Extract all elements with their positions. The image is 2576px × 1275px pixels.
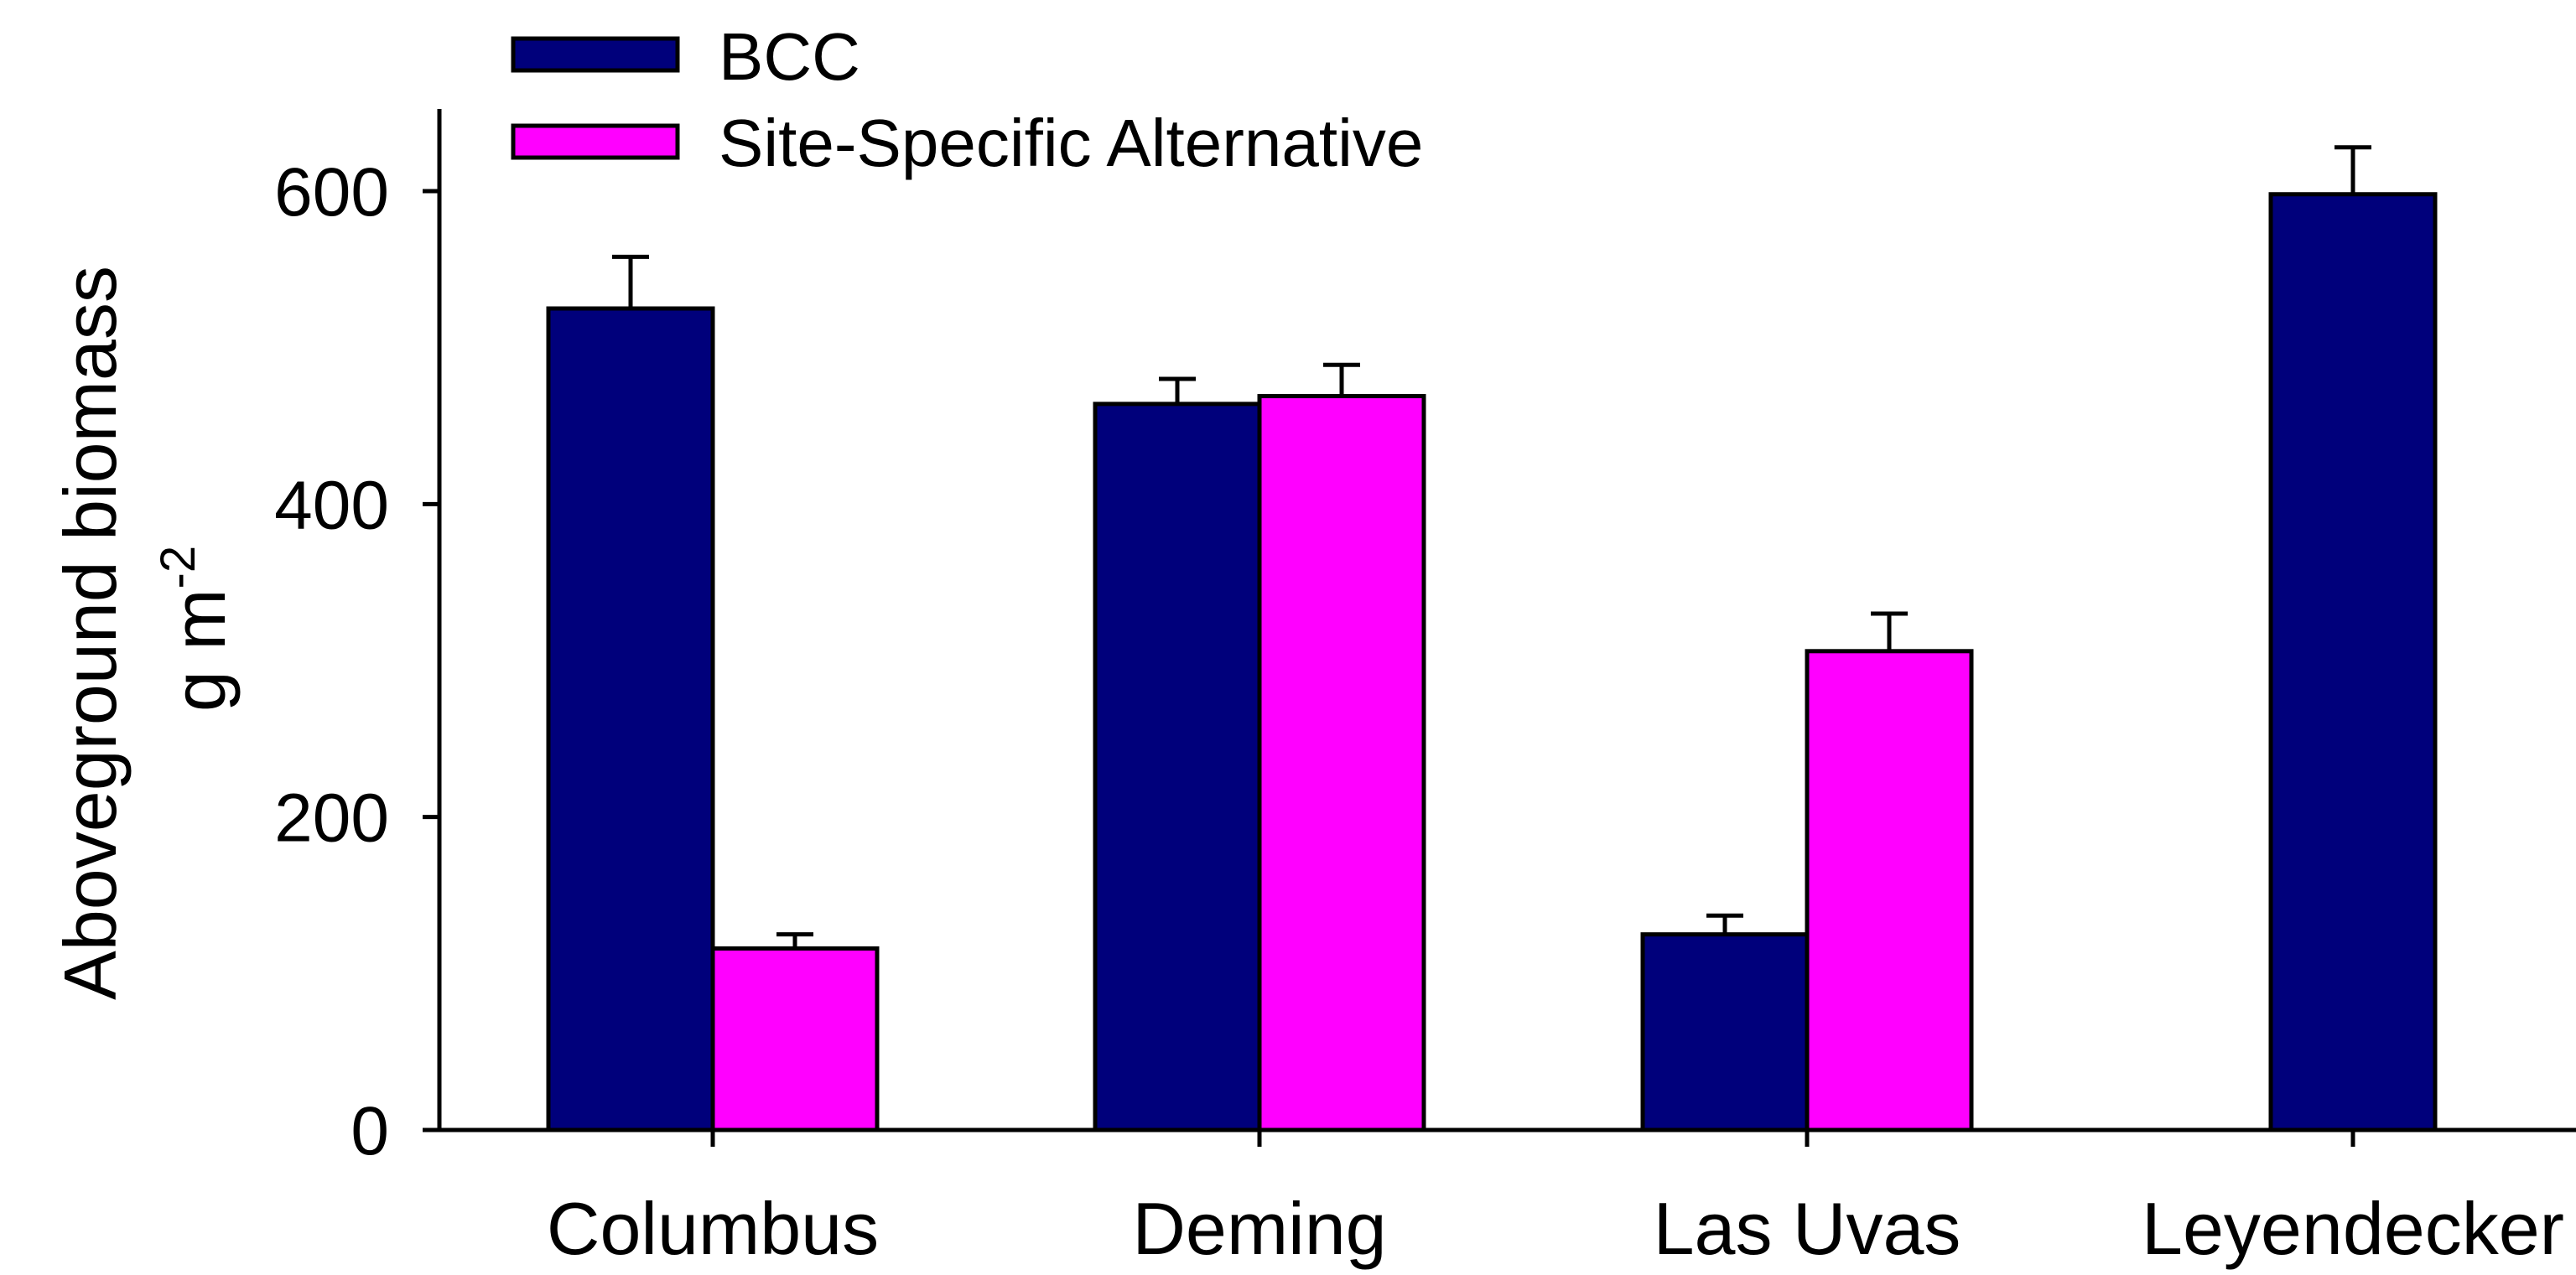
bar-deming-site-specific-alternative (1257, 394, 1426, 1132)
x-tick-label-columbus: Columbus (547, 1187, 879, 1270)
error-bars-layer (612, 145, 2371, 949)
legend-swatch-bcc (511, 36, 680, 73)
x-tick-label-las-uvas: Las Uvas (1654, 1187, 1961, 1270)
bar-columbus-bcc (546, 306, 715, 1132)
bar-las-uvas-bcc (1640, 932, 1810, 1132)
x-ticks-layer: Columbus Deming Las Uvas Leyendecker (547, 1130, 2564, 1270)
bar-columbus-site-specific-alternative (710, 946, 880, 1132)
bar-deming-bcc (1093, 402, 1262, 1132)
y-axis-unit-superscript: -2 (151, 546, 205, 589)
x-tick-label-leyendecker: Leyendecker (2142, 1187, 2564, 1270)
legend-label-site-specific: Site-Specific Alternative (719, 106, 1423, 180)
y-ticks-layer: 0 200 400 600 (274, 154, 439, 1169)
y-tick-label-600: 600 (274, 154, 389, 231)
bar-las-uvas-site-specific-alternative (1805, 649, 1974, 1132)
bar-leyendecker-bcc (2268, 192, 2438, 1132)
y-axis-unit-text: g m (158, 588, 241, 712)
legend: BCC Site-Specific Alternative (511, 19, 1423, 180)
y-axis-unit-label: g m-2 (151, 546, 241, 712)
x-tick-label-deming: Deming (1132, 1187, 1386, 1270)
y-tick-label-400: 400 (274, 467, 389, 543)
bars-layer (546, 192, 2438, 1132)
legend-swatch-site-specific (511, 123, 680, 160)
y-tick-label-0: 0 (351, 1093, 389, 1169)
y-axis-label: Aboveground biomass (49, 266, 132, 1000)
y-tick-label-200: 200 (274, 780, 389, 857)
legend-label-bcc: BCC (719, 19, 860, 94)
